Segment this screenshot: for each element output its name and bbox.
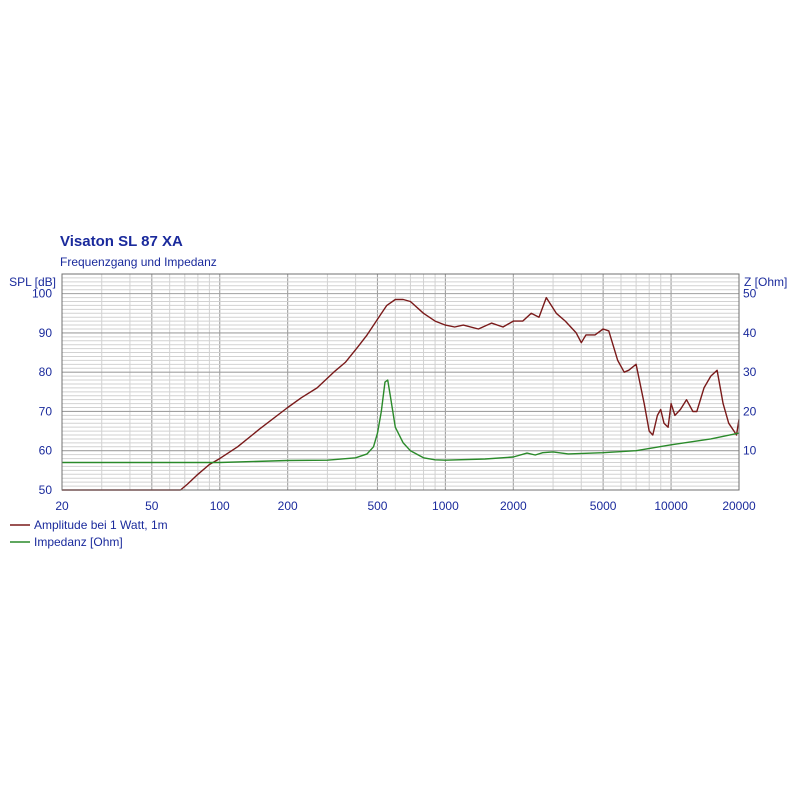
x-tick-label: 10000 (654, 499, 688, 513)
series-line-impedance (62, 379, 740, 464)
x-tick-label: 500 (367, 499, 387, 513)
y-left-tick-label: 100 (32, 287, 52, 301)
series-layer (62, 296, 740, 491)
x-tick-label: 2000 (500, 499, 527, 513)
y-right-tick-label: 10 (743, 444, 757, 458)
series-line-amplitude (62, 296, 740, 491)
legend-label: Amplitude bei 1 Watt, 1m (34, 518, 168, 532)
plot-frame (61, 273, 740, 491)
y-right-tick-label: 40 (743, 326, 757, 340)
x-tick-label: 20000 (722, 499, 756, 513)
y-left-tick-label: 60 (39, 444, 53, 458)
x-tick-label: 100 (210, 499, 230, 513)
x-tick-label: 20 (55, 499, 69, 513)
y-right-tick-label: 50 (743, 287, 757, 301)
grid-lines (62, 274, 739, 490)
y-right-tick-label: 20 (743, 404, 757, 418)
y-left-tick-label: 50 (39, 483, 53, 497)
x-tick-label: 1000 (432, 499, 459, 513)
chart-subtitle: Frequenzgang und Impedanz (60, 255, 217, 269)
y-left-axis-label: SPL [dB] (9, 275, 56, 289)
legend-label: Impedanz [Ohm] (34, 535, 123, 549)
chart-title: Visaton SL 87 XA (60, 233, 183, 250)
y-right-tick-label: 30 (743, 365, 757, 379)
x-tick-label: 5000 (590, 499, 617, 513)
y-right-axis-label: Z [Ohm] (744, 275, 787, 289)
x-tick-label: 200 (278, 499, 298, 513)
y-left-tick-label: 70 (39, 404, 53, 418)
y-left-tick-label: 90 (39, 326, 53, 340)
tick-labels: 20 50 100 200 500 1000 2000 5000 10000 2000050607… (32, 287, 757, 513)
y-left-tick-label: 80 (39, 365, 53, 379)
legend: Amplitude bei 1 Watt, 1m Impedanz [Ohm] (10, 518, 168, 549)
x-tick-label: 50 (145, 499, 159, 513)
